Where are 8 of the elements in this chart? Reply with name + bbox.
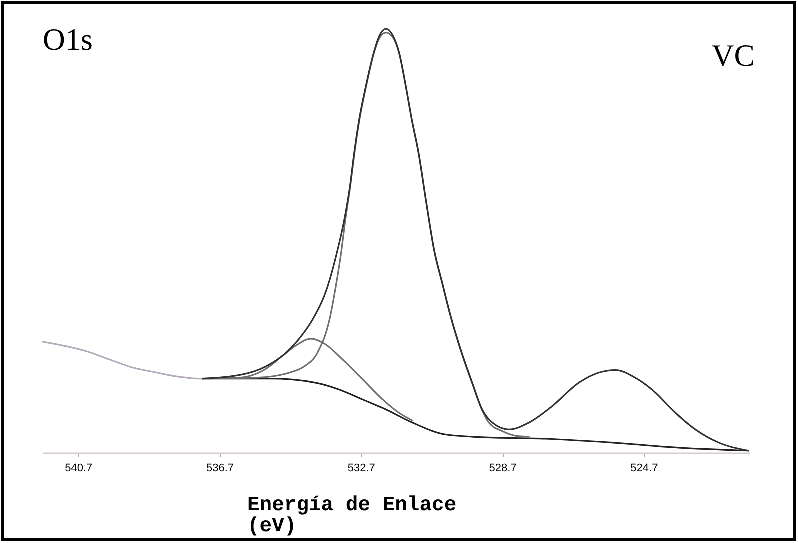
x-tick-label: 524.7	[630, 462, 658, 474]
x-tick-label: 528.7	[489, 462, 517, 474]
x-tick-label: 540.7	[65, 462, 93, 474]
annotation: O1s	[43, 22, 93, 57]
x-tick-label: 532.7	[348, 462, 376, 474]
x-axis-title: Energía de Enlace (eV)	[248, 494, 457, 538]
annotation: VC	[712, 38, 755, 73]
x-tick-label: 536.7	[206, 462, 234, 474]
